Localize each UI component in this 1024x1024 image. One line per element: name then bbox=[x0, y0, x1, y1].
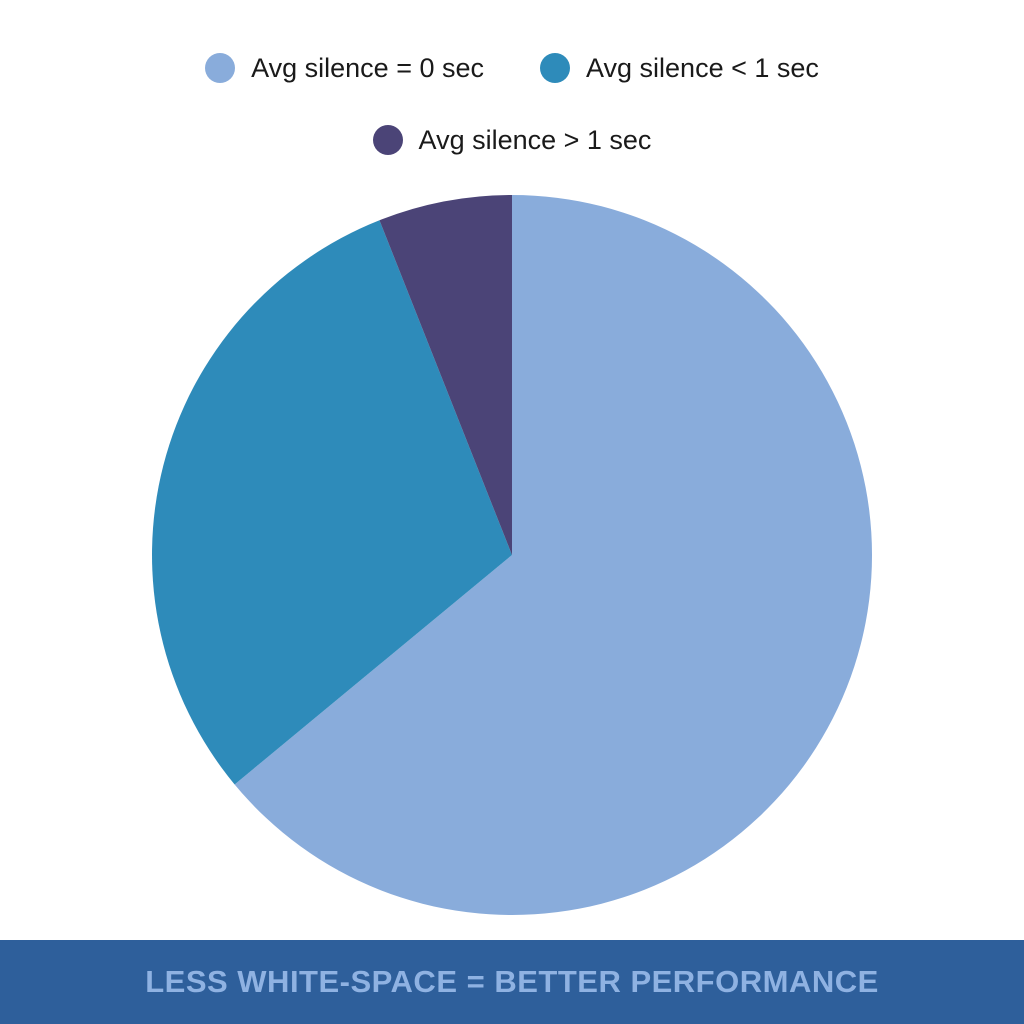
pie-slice-avg-silence-under-one bbox=[152, 220, 513, 785]
pie-slice-avg-silence-zero bbox=[234, 195, 873, 916]
legend-swatch-avg-silence-zero bbox=[205, 53, 236, 83]
pie-slice-avg-silence-over-one bbox=[379, 195, 512, 555]
legend-swatch-avg-silence-under-one bbox=[540, 53, 570, 83]
pie-slices-group bbox=[152, 195, 873, 916]
chart-legend-row-1: Avg silence = 0 sec Avg silence < 1 sec bbox=[0, 48, 1024, 88]
legend-swatch-avg-silence-over-one bbox=[372, 125, 403, 155]
footer-tagline: LESS WHITE-SPACE = BETTER PERFORMANCE bbox=[145, 964, 879, 999]
legend-item-avg-silence-over-one: Avg silence > 1 sec bbox=[372, 124, 652, 156]
legend-item-avg-silence-zero: Avg silence = 0 sec bbox=[205, 53, 484, 84]
pie-chart bbox=[152, 195, 873, 916]
footer-banner: LESS WHITE-SPACE = BETTER PERFORMANCE bbox=[0, 940, 1024, 1024]
legend-label-avg-silence-under-one: Avg silence < 1 sec bbox=[586, 52, 819, 83]
legend-item-avg-silence-under-one: Avg silence < 1 sec bbox=[540, 53, 819, 84]
chart-legend-row-2: Avg silence > 1 sec bbox=[0, 120, 1024, 160]
legend-label-avg-silence-over-one: Avg silence > 1 sec bbox=[418, 124, 652, 155]
legend-label-avg-silence-zero: Avg silence = 0 sec bbox=[251, 52, 484, 83]
